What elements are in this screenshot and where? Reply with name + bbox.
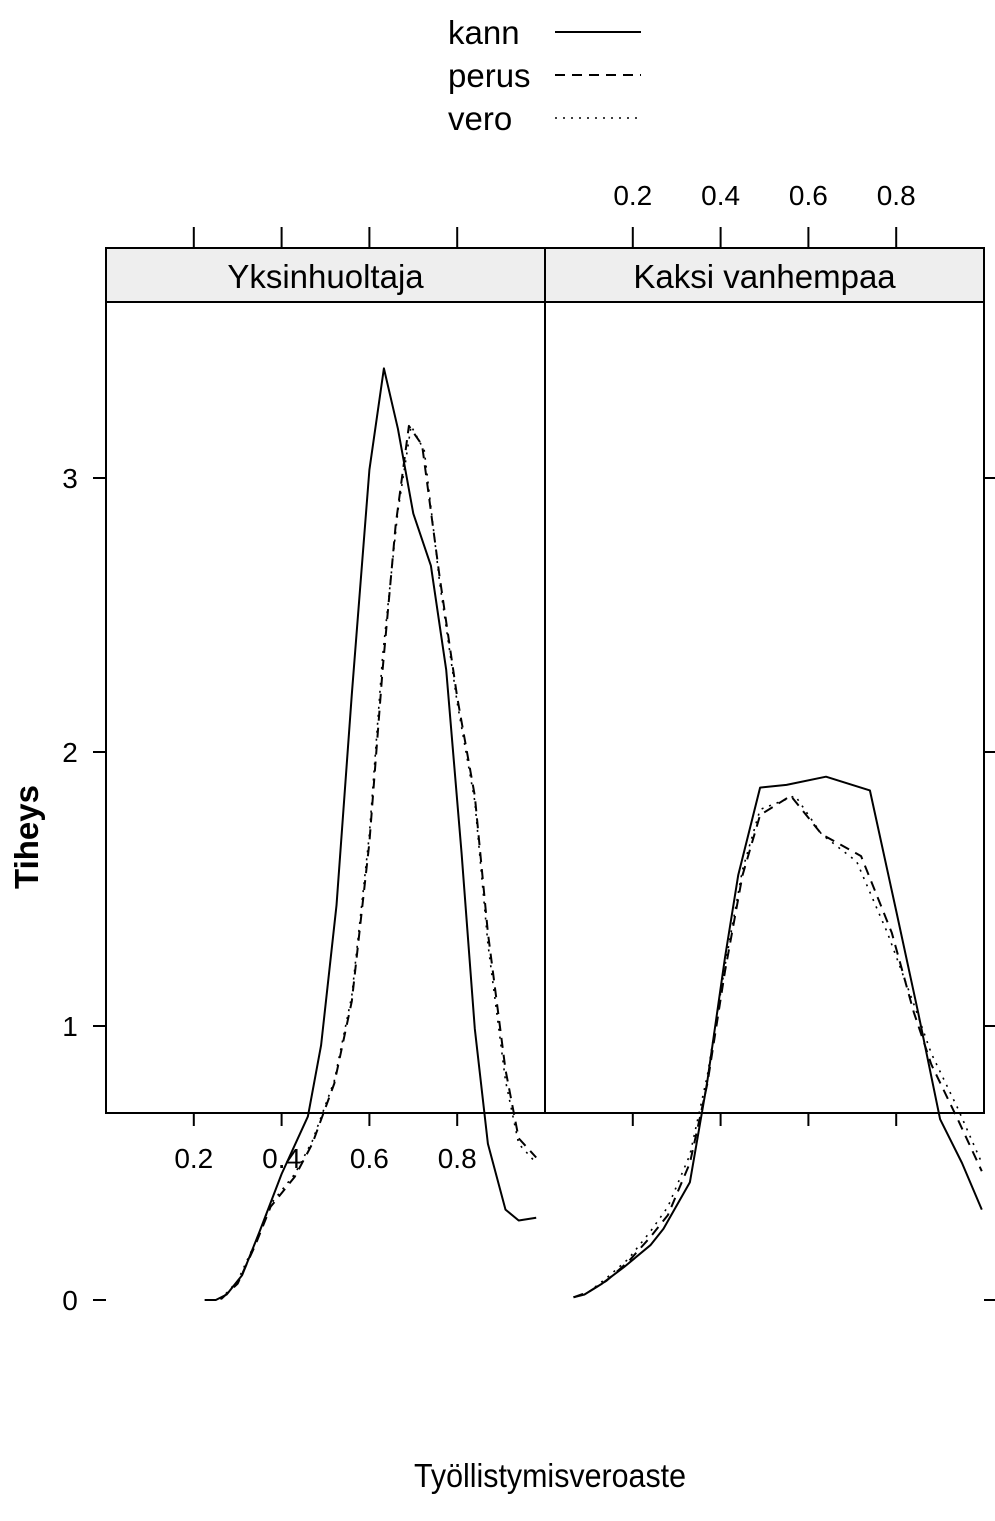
plot-frame-2 xyxy=(544,301,985,1114)
legend-label-vero: vero xyxy=(448,100,512,137)
x-tick-label-top: 0.2 xyxy=(613,180,652,211)
x-axis-label: Työllistymisveroaste xyxy=(414,1457,686,1494)
x-tick-label: 0.8 xyxy=(438,1143,477,1174)
series-kann-panel-2 xyxy=(573,775,983,1299)
plot-lines xyxy=(204,367,983,1301)
strip-title-2: Kaksi vanhempaa xyxy=(633,258,896,295)
y-tick-label: 0 xyxy=(62,1285,78,1316)
series-perus-panel-2 xyxy=(573,794,983,1299)
x-tick-label-top: 0.8 xyxy=(877,180,916,211)
strip-title-1: Yksinhuoltaja xyxy=(227,258,424,295)
panel-strips: Yksinhuoltaja Kaksi vanhempaa xyxy=(105,247,985,303)
series-vero-panel-2 xyxy=(573,794,983,1299)
x-tick-label: 0.6 xyxy=(350,1143,389,1174)
y-axis-label: Tiheys xyxy=(8,785,45,889)
y-tick-label: 1 xyxy=(62,1011,78,1042)
legend-label-perus: perus xyxy=(448,57,531,94)
legend-label-kann: kann xyxy=(448,14,520,51)
y-tick-label: 3 xyxy=(62,463,78,494)
y-tick-label: 2 xyxy=(62,737,78,768)
series-perus-panel-1 xyxy=(204,424,537,1301)
axes: 0.2 0.4 0.6 0.8 0.2 0.4 0.6 0.8 0 1 2 3 xyxy=(62,180,995,1316)
series-vero-panel-1 xyxy=(204,425,537,1301)
x-tick-label-top: 0.6 xyxy=(789,180,828,211)
legend: kann perus vero xyxy=(448,14,641,137)
x-tick-label: 0.2 xyxy=(174,1143,213,1174)
panel-frames xyxy=(105,301,985,1114)
x-tick-label-top: 0.4 xyxy=(701,180,740,211)
plot-frame-1 xyxy=(105,301,546,1114)
x-tick-label: 0.4 xyxy=(262,1143,301,1174)
